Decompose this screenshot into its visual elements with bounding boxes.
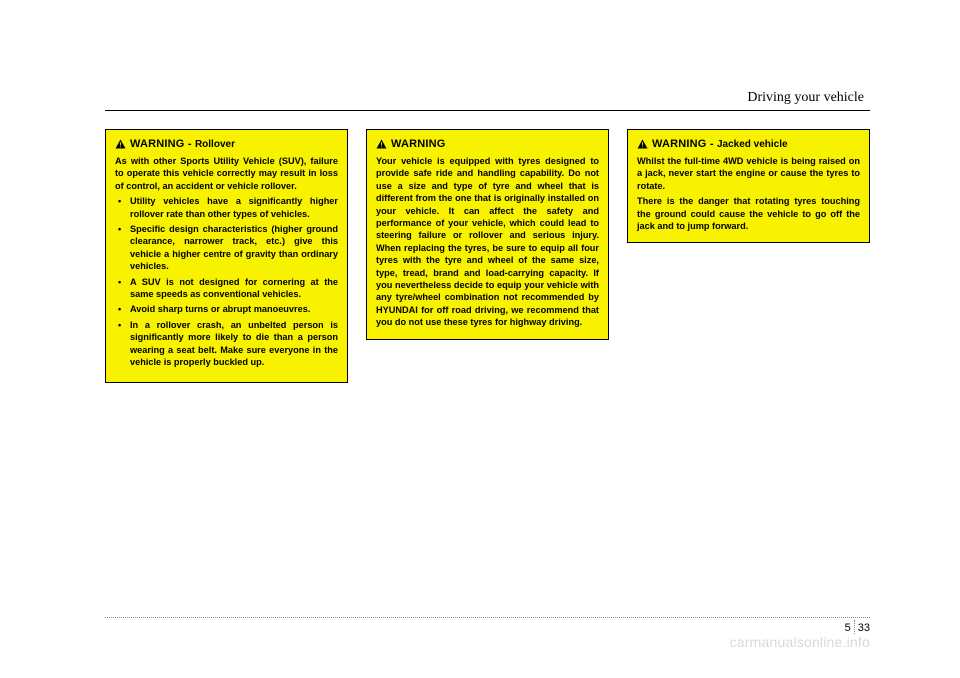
page-number: 5 33 [845,621,870,635]
warning-word: WARNING - [130,138,195,150]
warning-subtitle: Jacked vehicle [717,139,788,150]
warning-bullet: Avoid sharp turns or abrupt manoeuvres. [124,303,338,315]
warning-body-text: Your vehicle is equipped with tyres desi… [376,155,599,329]
section-title: Driving your vehicle [105,90,870,106]
warning-triangle-icon [637,139,648,149]
warning-subtitle: Rollover [195,139,235,150]
warning-bullet-list: Utility vehicles have a significantly hi… [115,195,338,368]
page-in-chapter: 33 [858,622,870,634]
page-separator [854,620,855,634]
warning-word: WARNING - [652,138,717,150]
warning-box-rollover: WARNING - Rollover As with other Sports … [105,129,348,383]
warning-bullet: A SUV is not designed for cornering at t… [124,276,338,301]
warning-heading: WARNING - Rollover [115,137,338,152]
footer-divider [105,617,870,618]
warning-bullet: In a rollover crash, an unbelted person … [124,319,338,369]
warning-bullet: Specific design characteristics (higher … [124,223,338,273]
footer: 533 [105,617,870,618]
warning-box-jacked: WARNING - Jacked vehicle Whilst the full… [627,129,870,243]
warning-word: WARNING [391,137,446,152]
watermark-text: carmanualsonline.info [730,634,870,650]
warning-paragraph: Whilst the full-time 4WD vehicle is bein… [637,155,860,192]
warning-intro-text: As with other Sports Utility Vehicle (SU… [115,155,338,192]
warning-triangle-icon [376,139,387,149]
warning-label-text: WARNING - Jacked vehicle [652,137,788,152]
warning-paragraph: There is the danger that rotating tyres … [637,195,860,232]
page-chapter: 5 [845,622,851,634]
warning-columns: WARNING - Rollover As with other Sports … [105,129,870,383]
warning-heading: WARNING [376,137,599,152]
warning-heading: WARNING - Jacked vehicle [637,137,860,152]
header-divider [105,110,870,111]
warning-triangle-icon [115,139,126,149]
warning-bullet: Utility vehicles have a significantly hi… [124,195,338,220]
warning-label-text: WARNING - Rollover [130,137,235,152]
warning-box-tyres: WARNING Your vehicle is equipped with ty… [366,129,609,340]
page-container: Driving your vehicle WARNING - Rollover … [0,0,960,678]
